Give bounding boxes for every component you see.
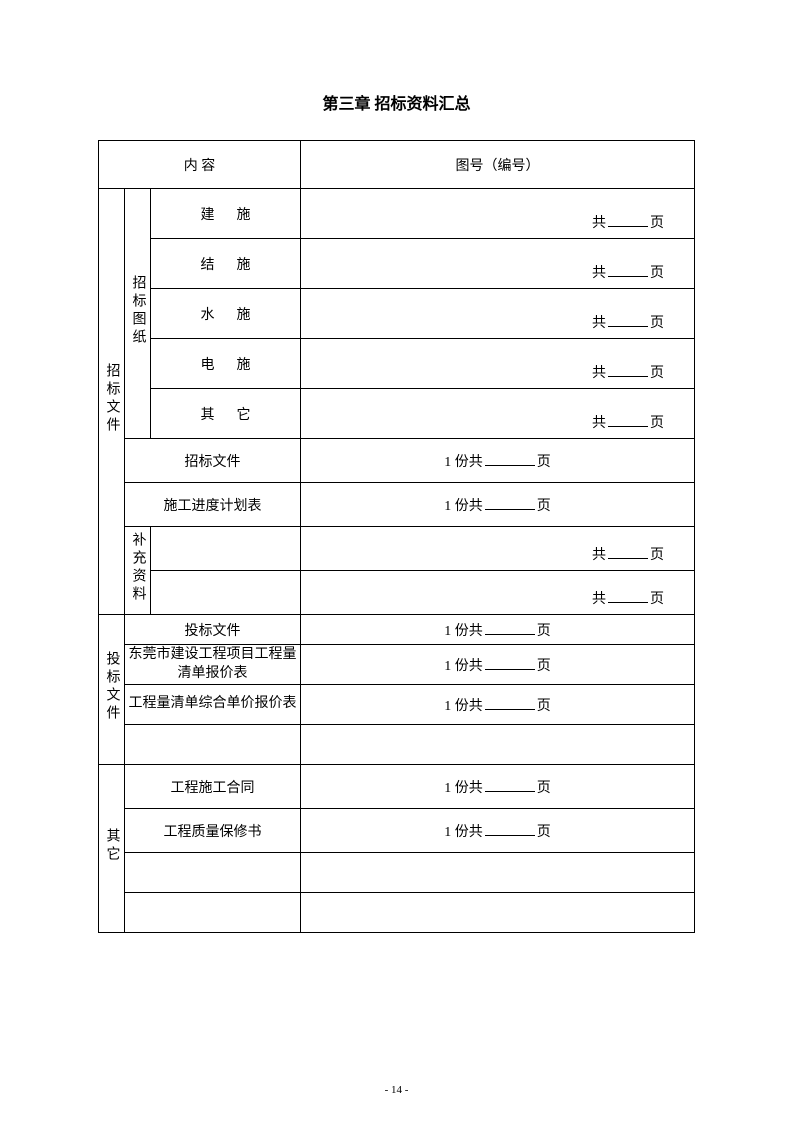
header-row: 内 容 图号（编号） [99,141,695,189]
submit-label-1: 东莞市建设工程项目工程量清单报价表 [125,645,301,685]
supplement-row-0: 补充资料 共页 [99,527,695,571]
doc-row-0: 招标文件 1 份共页 [99,439,695,483]
other-fill-0: 1 份共页 [301,765,695,809]
submit-row-1: 东莞市建设工程项目工程量清单报价表 1 份共页 [99,645,695,685]
section-bidding-docs: 招标文件 [99,189,125,615]
header-content: 内 容 [99,141,301,189]
drawing-item-4: 其它 [151,389,301,439]
submit-fill-empty [301,725,695,765]
drawing-item-0: 建施 [151,189,301,239]
drawing-row-1: 结施 共页 [99,239,695,289]
chapter-title: 第三章 招标资料汇总 [98,90,695,114]
doc-label-0: 招标文件 [125,439,301,483]
doc-label-1: 施工进度计划表 [125,483,301,527]
supplement-fill-1: 共页 [301,571,695,615]
submit-row-0: 投标文件 投标文件 1 份共页 [99,615,695,645]
drawing-row-4: 其它 共页 [99,389,695,439]
drawing-fill-0: 共页 [301,189,695,239]
submit-fill-0: 1 份共页 [301,615,695,645]
other-fill-1: 1 份共页 [301,809,695,853]
other-label-1: 工程质量保修书 [125,809,301,853]
other-row-1: 工程质量保修书 1 份共页 [99,809,695,853]
other-label-0: 工程施工合同 [125,765,301,809]
other-row-empty-0 [99,853,695,893]
submit-row-2: 工程量清单综合单价报价表 1 份共页 [99,685,695,725]
doc-fill-1: 1 份共页 [301,483,695,527]
other-label-e0 [125,853,301,893]
other-label-e1 [125,893,301,933]
supplement-item-1 [151,571,301,615]
section-bid-submit: 投标文件 [99,615,125,765]
page-number: - 14 - [0,1084,793,1096]
supplement-item-0 [151,527,301,571]
header-number: 图号（编号） [301,141,695,189]
submit-row-empty [99,725,695,765]
submit-label-empty [125,725,301,765]
drawing-fill-1: 共页 [301,239,695,289]
drawing-row-2: 水施 共页 [99,289,695,339]
drawing-item-2: 水施 [151,289,301,339]
drawing-fill-3: 共页 [301,339,695,389]
other-row-empty-1 [99,893,695,933]
other-fill-e1 [301,893,695,933]
section-other: 其它 [99,765,125,933]
supplement-label: 补充资料 [125,527,151,615]
doc-fill-0: 1 份共页 [301,439,695,483]
drawing-row-0: 招标文件 招标图纸 建施 共页 [99,189,695,239]
submit-fill-1: 1 份共页 [301,645,695,685]
other-fill-e0 [301,853,695,893]
submit-fill-2: 1 份共页 [301,685,695,725]
drawing-item-3: 电施 [151,339,301,389]
other-row-0: 其它 工程施工合同 1 份共页 [99,765,695,809]
drawings-label: 招标图纸 [125,189,151,439]
summary-table: 内 容 图号（编号） 招标文件 招标图纸 建施 共页 结施 共页 水施 共页 电… [98,140,695,933]
drawing-fill-4: 共页 [301,389,695,439]
doc-row-1: 施工进度计划表 1 份共页 [99,483,695,527]
submit-label-2: 工程量清单综合单价报价表 [125,685,301,725]
drawing-row-3: 电施 共页 [99,339,695,389]
supplement-row-1: 共页 [99,571,695,615]
drawing-item-1: 结施 [151,239,301,289]
drawing-fill-2: 共页 [301,289,695,339]
submit-label-0: 投标文件 [125,615,301,645]
supplement-fill-0: 共页 [301,527,695,571]
